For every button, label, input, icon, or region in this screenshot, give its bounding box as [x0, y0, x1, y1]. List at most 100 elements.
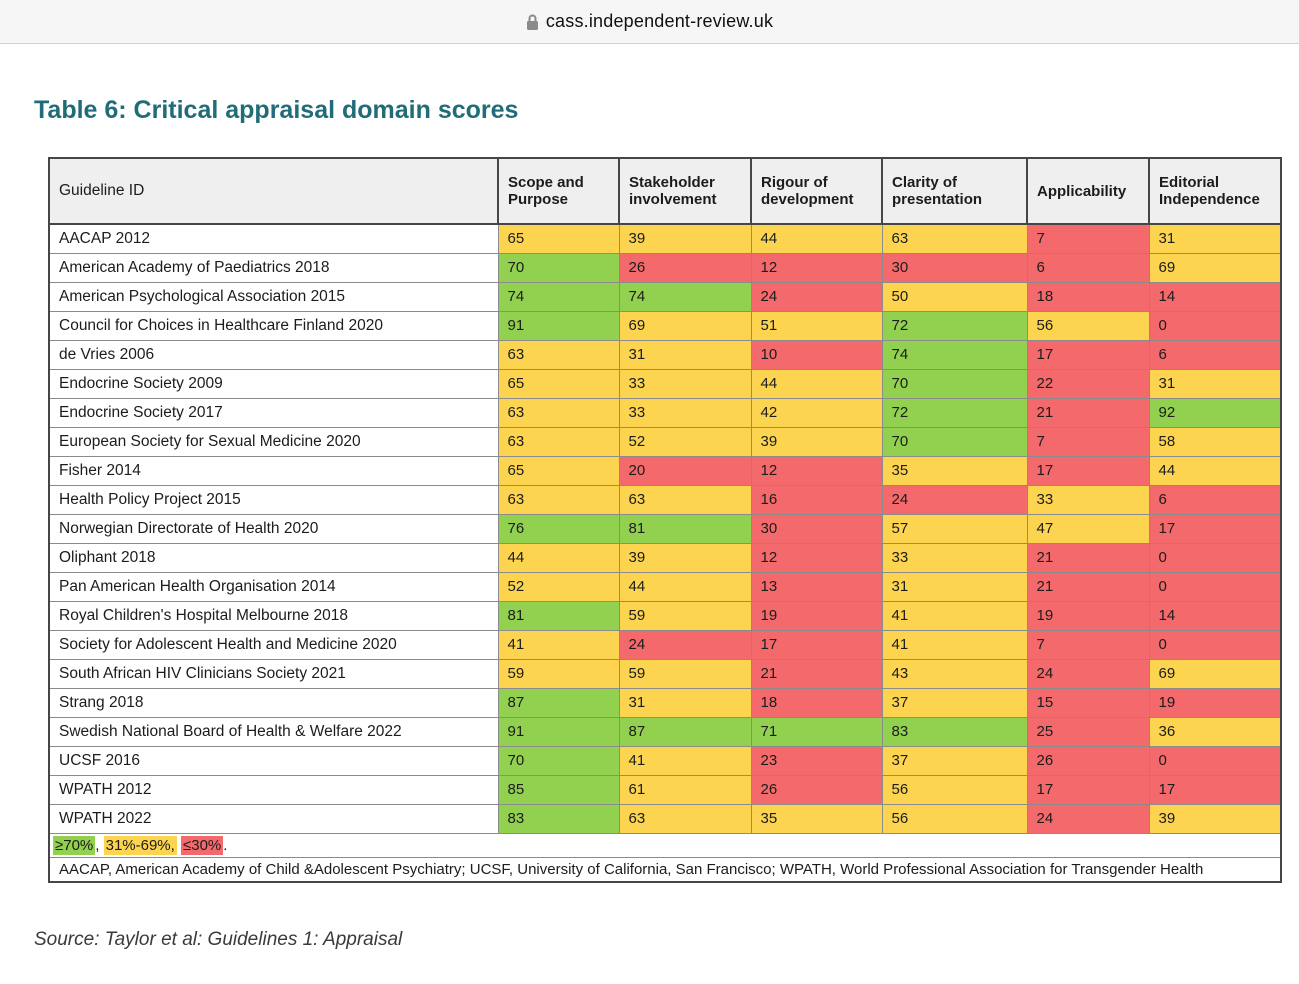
score-cell: 31: [618, 687, 752, 718]
score-cell: 63: [497, 426, 620, 457]
source-caption: Source: Taylor et al: Guidelines 1: Appr…: [34, 929, 403, 950]
url-text: cass.independent-review.uk: [545, 11, 774, 31]
guideline-cell: de Vries 2006: [48, 339, 499, 370]
score-cell: 69: [1148, 252, 1282, 283]
score-cell: 63: [881, 223, 1028, 254]
score-cell: 43: [881, 658, 1028, 689]
score-cell: 37: [881, 745, 1028, 776]
score-cell: 12: [750, 252, 883, 283]
table-row: American Academy of Paediatrics 2018 70 26…: [48, 252, 1282, 283]
score-cell: 0: [1148, 310, 1282, 341]
score-cell: 17: [1148, 774, 1282, 805]
score-cell: 21: [1026, 397, 1150, 428]
score-cell: 57: [881, 513, 1028, 544]
score-cell: 87: [618, 716, 752, 747]
table-row: European Society for Sexual Medicine 202…: [48, 426, 1282, 457]
score-cell: 74: [618, 281, 752, 312]
browser-address-bar[interactable]: cass.independent-review.uk: [0, 0, 1299, 44]
table-row: Endocrine Society 2009 65 33 44 70 22 31: [48, 368, 1282, 399]
legend-chip-red: ≤30%: [181, 835, 224, 855]
score-cell: 6: [1026, 252, 1150, 283]
guideline-cell: South African HIV Clinicians Society 202…: [48, 658, 499, 689]
score-cell: 59: [618, 658, 752, 689]
score-cell: 31: [618, 339, 752, 370]
score-cell: 26: [618, 252, 752, 283]
score-cell: 63: [497, 397, 620, 428]
score-cell: 23: [750, 745, 883, 776]
score-cell: 15: [1026, 687, 1150, 718]
legend-row: ≥70%, 31%-69%, ≤30%.: [49, 832, 1281, 857]
score-cell: 74: [497, 281, 620, 312]
table-row: WPATH 2012 85 61 26 56 17 17: [48, 774, 1282, 805]
score-cell: 41: [881, 629, 1028, 660]
score-cell: 7: [1026, 223, 1150, 254]
score-cell: 72: [881, 397, 1028, 428]
score-cell: 18: [1026, 281, 1150, 312]
guideline-cell: Endocrine Society 2009: [48, 368, 499, 399]
score-cell: 21: [1026, 542, 1150, 573]
score-cell: 36: [1148, 716, 1282, 747]
score-cell: 21: [1026, 571, 1150, 602]
score-cell: 17: [1026, 774, 1150, 805]
score-cell: 85: [497, 774, 620, 805]
table-row: de Vries 2006 63 31 10 74 17 6: [48, 339, 1282, 370]
lock-icon: [526, 14, 539, 30]
score-cell: 17: [1148, 513, 1282, 544]
score-cell: 19: [1148, 687, 1282, 718]
score-cell: 59: [497, 658, 620, 689]
table-row: South African HIV Clinicians Society 202…: [48, 658, 1282, 689]
score-cell: 35: [750, 803, 883, 834]
score-cell: 0: [1148, 629, 1282, 660]
table-body: AACAP 2012 65 39 44 63 7 31 American Academy of…: [48, 223, 1282, 882]
header-row: Guideline ID Scope and Purpose Stakeholder…: [48, 157, 1282, 225]
score-cell: 24: [881, 484, 1028, 515]
guideline-cell: Council for Choices in Healthcare Finlan…: [48, 310, 499, 341]
score-cell: 63: [618, 803, 752, 834]
table-row: Fisher 2014 65 20 12 35 17 44: [48, 455, 1282, 486]
table-row: Norwegian Directorate of Health 2020 76 81…: [48, 513, 1282, 544]
score-cell: 83: [881, 716, 1028, 747]
score-cell: 41: [497, 629, 620, 660]
table-row: Endocrine Society 2017 63 33 42 72 21 92: [48, 397, 1282, 428]
score-cell: 22: [1026, 368, 1150, 399]
score-cell: 18: [750, 687, 883, 718]
score-cell: 24: [1026, 658, 1150, 689]
appraisal-table-container: Guideline ID Scope and Purpose Stakeholder…: [48, 157, 1299, 883]
score-cell: 17: [1026, 455, 1150, 486]
table-row: AACAP 2012 65 39 44 63 7 31: [48, 223, 1282, 254]
score-cell: 19: [750, 600, 883, 631]
score-cell: 0: [1148, 745, 1282, 776]
guideline-cell: WPATH 2022: [48, 803, 499, 834]
score-cell: 14: [1148, 281, 1282, 312]
score-cell: 33: [618, 397, 752, 428]
legend-chip-green: ≥70%: [53, 835, 96, 855]
legend-cell: ≥70%, 31%-69%, ≤30%.: [49, 832, 1281, 857]
score-cell: 10: [750, 339, 883, 370]
footnote-cell: AACAP, American Academy of Child &Adoles…: [49, 856, 1281, 882]
guideline-cell: Oliphant 2018: [48, 542, 499, 573]
score-cell: 65: [497, 455, 620, 486]
table-row: WPATH 2022 83 63 35 56 24 39: [48, 803, 1282, 834]
score-cell: 13: [750, 571, 883, 602]
score-cell: 65: [497, 368, 620, 399]
guideline-cell: Fisher 2014: [48, 455, 499, 486]
appraisal-table: Guideline ID Scope and Purpose Stakeholder…: [48, 157, 1282, 883]
score-cell: 69: [1148, 658, 1282, 689]
score-cell: 81: [497, 600, 620, 631]
guideline-cell: Pan American Health Organisation 2014: [48, 571, 499, 602]
score-cell: 41: [618, 745, 752, 776]
column-header: Scope and Purpose: [497, 157, 620, 225]
guideline-cell: Royal Children's Hospital Melbourne 2018: [48, 600, 499, 631]
table-row: American Psychological Association 2015 7…: [48, 281, 1282, 312]
column-header-guideline-id: Guideline ID: [48, 157, 499, 225]
score-cell: 91: [497, 716, 620, 747]
score-cell: 26: [750, 774, 883, 805]
guideline-cell: AACAP 2012: [48, 223, 499, 254]
score-cell: 52: [497, 571, 620, 602]
score-cell: 81: [618, 513, 752, 544]
score-cell: 65: [497, 223, 620, 254]
score-cell: 76: [497, 513, 620, 544]
score-cell: 70: [497, 252, 620, 283]
score-cell: 63: [497, 339, 620, 370]
guideline-cell: Health Policy Project 2015: [48, 484, 499, 515]
